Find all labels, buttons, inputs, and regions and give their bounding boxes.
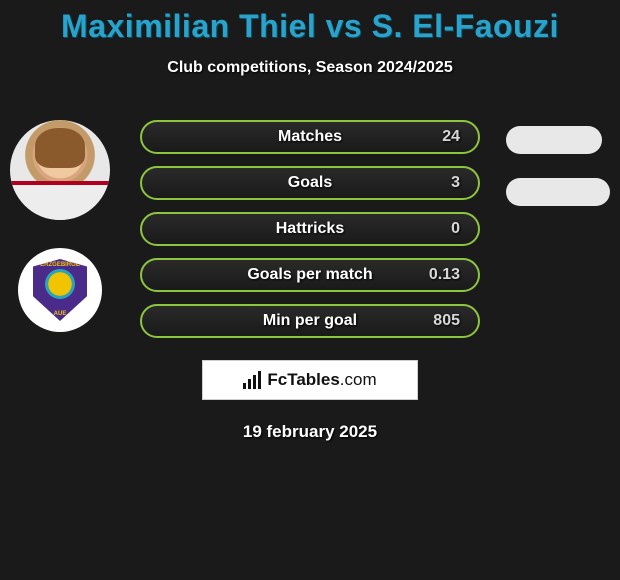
footer-date: 19 february 2025 (140, 422, 480, 442)
comparison-blob-1 (506, 126, 602, 154)
logo-brand: FcTables (267, 370, 339, 389)
stats-panel: Matches 24 Goals 3 Hattricks 0 Goals per… (140, 120, 480, 442)
logo-domain: .com (340, 370, 377, 389)
crest-icon: ERZGEBIRGE AUE (33, 259, 87, 321)
stat-value-right: 24 (424, 128, 460, 146)
stat-pill: Matches 24 (140, 120, 480, 154)
comparison-blob-2 (506, 178, 610, 206)
stat-label: Goals (196, 174, 424, 192)
stat-pill: Goals 3 (140, 166, 480, 200)
stat-row-min-per-goal: Min per goal 805 (140, 304, 480, 338)
stat-row-matches: Matches 24 (140, 120, 480, 154)
stat-value-right: 0 (424, 220, 460, 238)
bar-chart-icon (243, 371, 261, 389)
logo-box: FcTables.com (202, 360, 418, 400)
stat-value-right: 3 (424, 174, 460, 192)
stat-pill: Hattricks 0 (140, 212, 480, 246)
logo-text: FcTables.com (267, 370, 376, 390)
stat-row-hattricks: Hattricks 0 (140, 212, 480, 246)
crest-text-top: ERZGEBIRGE (33, 262, 87, 268)
stat-row-goals: Goals 3 (140, 166, 480, 200)
crest-text-bottom: AUE (33, 311, 87, 317)
stat-row-goals-per-match: Goals per match 0.13 (140, 258, 480, 292)
avatars-column: ERZGEBIRGE AUE (10, 120, 110, 332)
stat-value-right: 0.13 (424, 266, 460, 284)
stat-label: Goals per match (196, 266, 424, 284)
stat-pill: Goals per match 0.13 (140, 258, 480, 292)
avatar-player-1 (10, 120, 110, 220)
subtitle: Club competitions, Season 2024/2025 (0, 59, 620, 77)
stat-value-right: 805 (424, 312, 460, 330)
stat-label: Hattricks (196, 220, 424, 238)
stat-label: Min per goal (196, 312, 424, 330)
page-title: Maximilian Thiel vs S. El-Faouzi (0, 0, 620, 45)
stat-pill: Min per goal 805 (140, 304, 480, 338)
stat-label: Matches (196, 128, 424, 146)
avatar-club-badge: ERZGEBIRGE AUE (18, 248, 102, 332)
